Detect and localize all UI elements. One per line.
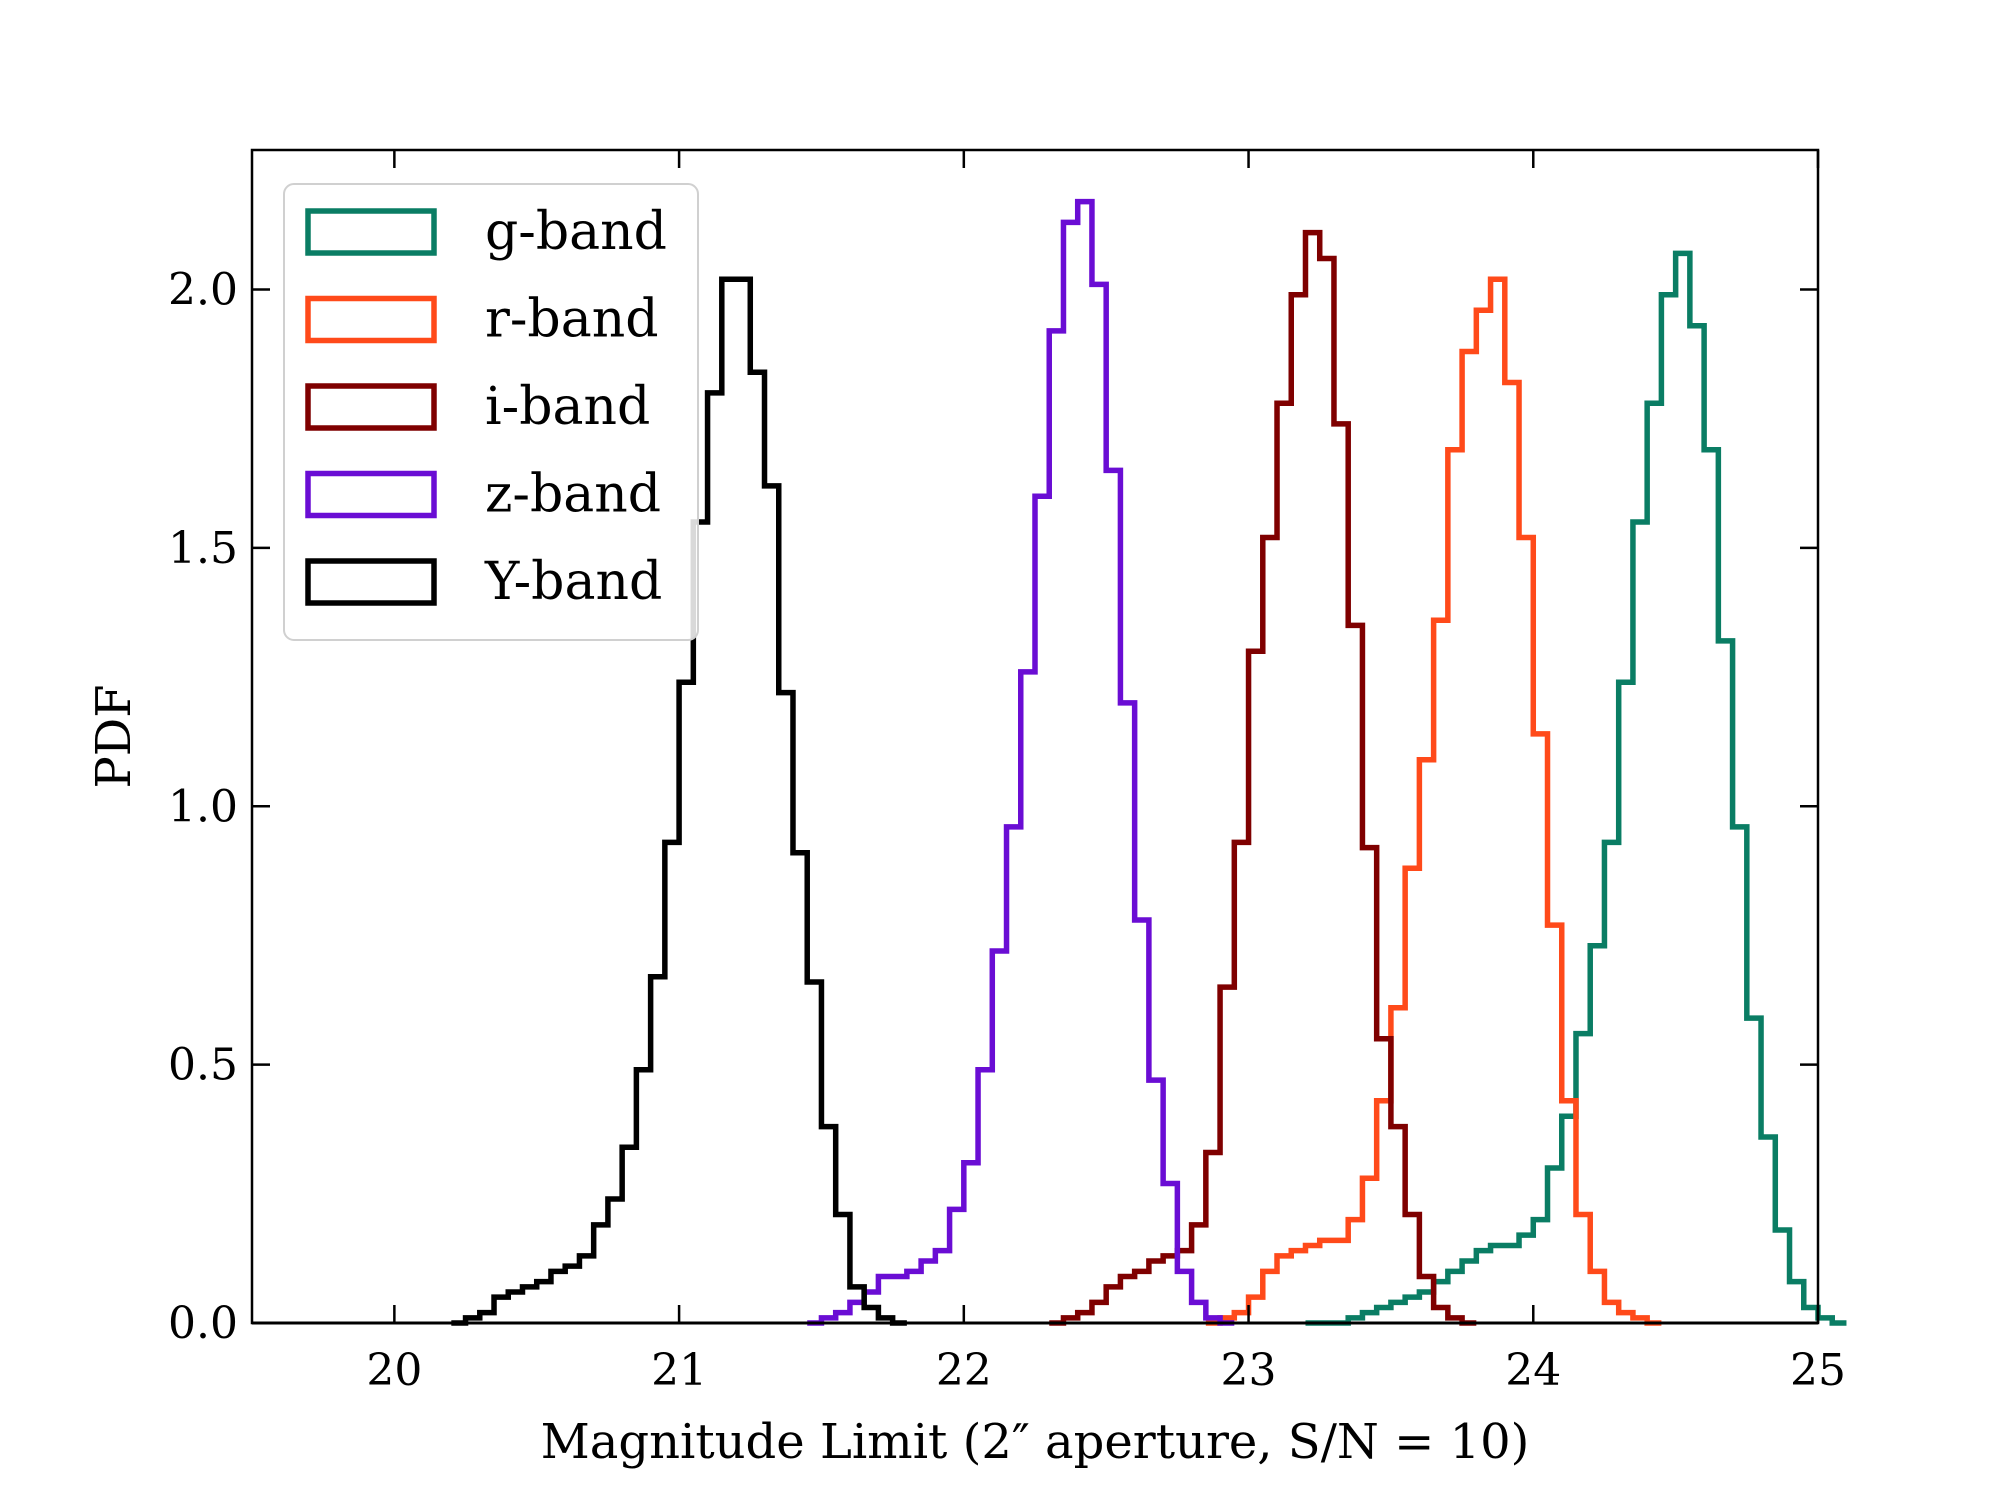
x-tick-label: 20 [366, 1345, 422, 1396]
legend-swatch-z-band [305, 470, 437, 519]
y-tick-label: 1.0 [168, 781, 238, 832]
x-tick-label: 21 [651, 1345, 707, 1396]
legend-swatch-i-band [305, 383, 437, 431]
y-tick-label: 1.5 [168, 523, 238, 574]
y-band-histogram [451, 276, 907, 1326]
legend-swatch-y-band [305, 558, 437, 606]
legend: g-band r-band i-band z-band Y-band [283, 183, 699, 641]
r-band-histogram [1205, 276, 1662, 1326]
x-tick-label: 25 [1790, 1345, 1846, 1396]
legend-swatch-g-band [305, 208, 437, 256]
x-tick-label: 24 [1505, 1345, 1561, 1396]
plot-area-frame [250, 148, 1820, 1325]
x-axis-label: Magnitude Limit (2″ aperture, S/N = 10) [541, 1414, 1530, 1470]
legend-label-y-band: Y-band [484, 552, 662, 612]
legend-label-r-band: r-band [485, 290, 659, 350]
z-band-histogram [807, 198, 1235, 1326]
x-tick-label: 22 [936, 1345, 992, 1396]
legend-label-z-band: z-band [485, 465, 661, 525]
legend-label-g-band: g-band [485, 202, 667, 262]
y-tick-label: 0.5 [168, 1040, 238, 1091]
y-tick-label: 2.0 [168, 265, 238, 316]
x-tick-labels: 20 21 22 23 24 25 [366, 1345, 1846, 1396]
x-tick-label: 23 [1221, 1345, 1277, 1396]
y-tick-labels: 0.0 0.5 1.0 1.5 2.0 [168, 265, 238, 1349]
legend-label-i-band: i-band [485, 377, 650, 437]
g-band-histogram [1305, 250, 1847, 1326]
i-band-histogram [1049, 229, 1477, 1326]
y-tick-label: 0.0 [168, 1298, 238, 1349]
y-axis-label: PDF [86, 684, 142, 788]
legend-swatch-r-band [305, 295, 437, 344]
